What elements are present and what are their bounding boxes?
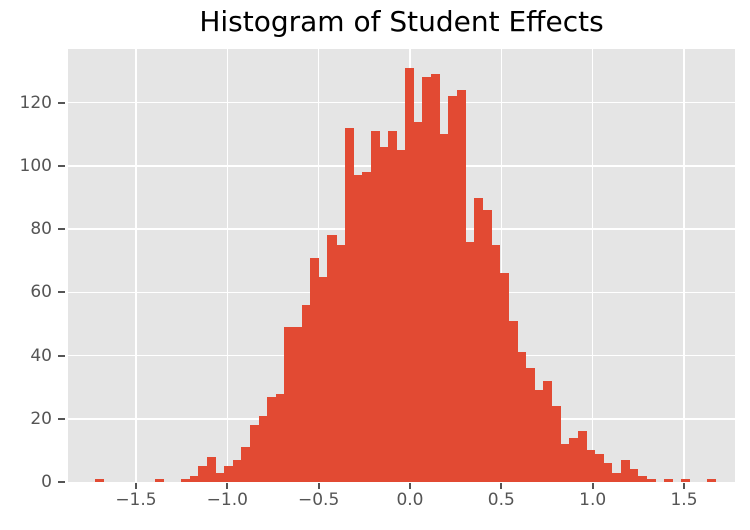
histogram-bar bbox=[379, 146, 389, 482]
histogram-bar bbox=[413, 121, 423, 482]
x-tick-label: −0.5 bbox=[298, 490, 340, 510]
histogram-bar bbox=[560, 444, 570, 482]
histogram-bar bbox=[456, 90, 466, 482]
histogram-bar bbox=[189, 475, 199, 482]
histogram-bar bbox=[577, 431, 587, 482]
histogram-bar bbox=[327, 235, 337, 482]
y-gridline bbox=[68, 101, 735, 104]
y-tick-mark bbox=[58, 481, 65, 483]
y-tick-label: 0 bbox=[41, 472, 52, 492]
histogram-bar bbox=[94, 478, 104, 482]
histogram-bar bbox=[706, 478, 716, 482]
y-tick-label: 40 bbox=[30, 345, 52, 366]
histogram-bar bbox=[336, 244, 346, 482]
histogram-bar bbox=[586, 450, 596, 482]
chart-title: Histogram of Student Effects bbox=[199, 5, 604, 38]
histogram-bar bbox=[293, 327, 303, 482]
x-tick-mark bbox=[591, 483, 594, 489]
x-tick-mark bbox=[500, 483, 503, 489]
x-tick-label: −1.0 bbox=[206, 490, 248, 510]
histogram-bar bbox=[284, 327, 294, 482]
histogram-bar bbox=[612, 472, 622, 482]
x-tick-mark bbox=[226, 483, 229, 489]
histogram-bar bbox=[499, 273, 509, 482]
histogram-bar bbox=[215, 472, 225, 482]
histogram-bar bbox=[405, 67, 415, 482]
histogram-bar bbox=[629, 469, 639, 482]
x-tick-mark bbox=[134, 483, 137, 489]
histogram-bar bbox=[439, 134, 449, 482]
x-tick-label: −1.5 bbox=[115, 490, 157, 510]
x-tick-mark bbox=[317, 483, 320, 489]
histogram-bar bbox=[681, 478, 691, 482]
histogram-bar bbox=[594, 453, 604, 482]
histogram-bar bbox=[232, 459, 242, 482]
x-tick-label: 1.0 bbox=[579, 490, 607, 510]
histogram-bar bbox=[318, 276, 328, 482]
histogram-bar bbox=[637, 475, 647, 482]
histogram-bar bbox=[155, 478, 165, 482]
histogram-bar bbox=[508, 320, 518, 482]
histogram-bar bbox=[396, 150, 406, 482]
histogram-bar bbox=[310, 257, 320, 482]
histogram-bar bbox=[344, 128, 354, 482]
histogram-bar bbox=[465, 241, 475, 482]
histogram-bar bbox=[603, 463, 613, 482]
histogram-bar bbox=[620, 459, 630, 482]
y-tick-mark bbox=[58, 228, 65, 231]
histogram-bar bbox=[275, 393, 285, 482]
histogram-bar bbox=[482, 210, 492, 482]
histogram-bar bbox=[258, 415, 268, 482]
histogram-bar bbox=[551, 406, 561, 482]
x-tick-mark bbox=[683, 483, 686, 489]
x-tick-label: 0.5 bbox=[487, 490, 515, 510]
x-tick-mark bbox=[408, 483, 411, 489]
histogram-bar bbox=[180, 478, 190, 482]
histogram-bar bbox=[491, 244, 501, 482]
histogram-bar bbox=[387, 131, 397, 482]
histogram-bar bbox=[568, 437, 578, 482]
histogram-bar bbox=[448, 96, 458, 482]
histogram-bar bbox=[534, 390, 544, 482]
x-gridline bbox=[683, 49, 685, 482]
histogram-bar bbox=[646, 478, 656, 482]
histogram-bar bbox=[543, 380, 553, 482]
histogram-bar bbox=[361, 172, 371, 482]
x-tick-label: 1.5 bbox=[670, 490, 698, 510]
histogram-bar bbox=[474, 197, 484, 482]
histogram-bar bbox=[517, 352, 527, 482]
y-tick-label: 20 bbox=[30, 408, 52, 429]
x-gridline bbox=[135, 49, 137, 482]
y-tick-label: 120 bbox=[19, 92, 52, 113]
histogram-bar bbox=[370, 131, 380, 482]
histogram-bar bbox=[267, 396, 277, 482]
y-tick-mark bbox=[58, 164, 65, 167]
histogram-bar bbox=[198, 466, 208, 482]
histogram-bar bbox=[430, 74, 440, 482]
x-gridline bbox=[591, 49, 594, 482]
x-tick-label: 0.0 bbox=[396, 490, 424, 510]
y-tick-label: 60 bbox=[30, 282, 52, 303]
histogram-bar bbox=[249, 425, 259, 482]
histogram-bar bbox=[525, 368, 535, 482]
y-tick-mark bbox=[58, 291, 65, 294]
y-tick-mark bbox=[58, 354, 65, 357]
y-tick-mark bbox=[58, 101, 65, 104]
histogram-bar bbox=[206, 456, 216, 482]
y-tick-label: 100 bbox=[19, 155, 52, 176]
x-gridline bbox=[500, 49, 503, 482]
histogram-bar bbox=[663, 478, 673, 482]
histogram-bar bbox=[353, 175, 363, 482]
histogram-bar bbox=[224, 466, 234, 482]
y-tick-mark bbox=[58, 417, 65, 420]
histogram-bar bbox=[241, 447, 251, 482]
histogram-bar bbox=[422, 77, 432, 482]
x-gridline bbox=[226, 49, 229, 482]
histogram-bar bbox=[301, 305, 311, 482]
plot-area bbox=[68, 49, 735, 482]
y-tick-label: 80 bbox=[30, 219, 52, 240]
